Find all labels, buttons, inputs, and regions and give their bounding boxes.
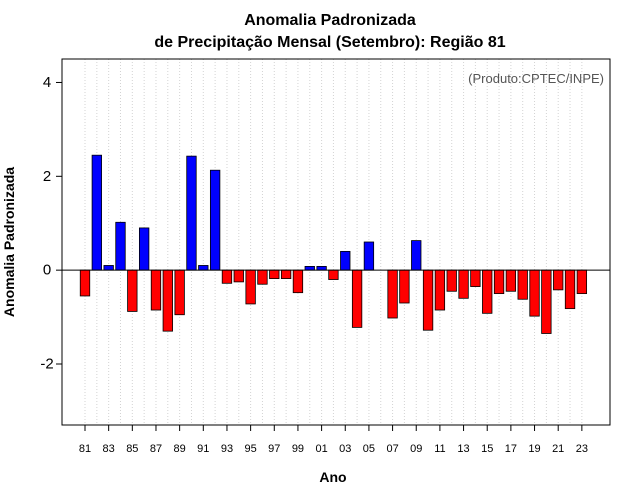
y-axis: -2 0 2 4 xyxy=(40,74,62,373)
bar-12 xyxy=(446,269,457,292)
bar-92 xyxy=(209,169,221,271)
y-tick-label: 0 xyxy=(43,262,51,279)
bars xyxy=(79,154,588,334)
x-tick-label: 97 xyxy=(268,443,280,455)
x-tick-label: 01 xyxy=(315,443,327,455)
bar-91 xyxy=(198,265,209,271)
bar-05 xyxy=(363,241,375,271)
x-tick-label: 87 xyxy=(150,443,162,455)
bar-84 xyxy=(115,221,126,271)
bar-15 xyxy=(482,269,493,314)
bar-04 xyxy=(351,269,363,328)
bar-14 xyxy=(470,269,481,287)
x-tick-label: 19 xyxy=(528,443,540,455)
bar-93 xyxy=(221,269,233,284)
x-tick-label: 17 xyxy=(505,443,517,455)
bar-22 xyxy=(564,269,576,310)
x-axis: 81 83 85 87 89 91 93 95 97 99 01 03 05 07 09 11 13 15 17 19… xyxy=(79,425,588,455)
bar-00 xyxy=(304,265,315,271)
bar-02 xyxy=(328,269,339,280)
y-tick-label: 2 xyxy=(43,168,51,185)
bar-85 xyxy=(127,269,138,312)
bar-98 xyxy=(280,269,292,279)
bar-89 xyxy=(174,269,185,316)
bar-95 xyxy=(245,269,256,305)
bar-97 xyxy=(269,269,280,279)
y-tick-label: 4 xyxy=(43,74,51,91)
bar-82 xyxy=(91,154,102,271)
x-tick-label: 91 xyxy=(197,443,209,455)
x-tick-label: 89 xyxy=(174,443,186,455)
bar-13 xyxy=(458,269,469,299)
x-tick-label: 81 xyxy=(79,443,91,455)
x-tick-label: 93 xyxy=(221,443,233,455)
bar-83 xyxy=(103,265,114,271)
bar-16 xyxy=(493,269,505,295)
bar-10 xyxy=(422,269,434,331)
x-axis-title: Ano xyxy=(319,469,346,485)
bar-03 xyxy=(340,250,351,271)
y-axis-title: Anomalia Padronizada xyxy=(1,167,17,317)
bar-08 xyxy=(399,269,410,304)
bar-88 xyxy=(162,269,173,332)
bar-99 xyxy=(292,269,304,294)
x-tick-label: 11 xyxy=(434,443,445,455)
x-tick-label: 03 xyxy=(339,443,351,455)
x-tick-label: 83 xyxy=(103,443,115,455)
x-tick-label: 23 xyxy=(576,443,588,455)
bar-96 xyxy=(257,269,268,285)
chart-title-line1: Anomalia Padronizada xyxy=(244,12,416,29)
bar-17 xyxy=(505,269,517,292)
x-tick-label: 21 xyxy=(552,443,564,455)
bar-87 xyxy=(150,269,162,311)
bar-21 xyxy=(553,269,564,291)
x-tick-label: 15 xyxy=(481,443,493,455)
bar-90 xyxy=(186,155,197,271)
x-tick-label: 05 xyxy=(363,443,375,455)
x-tick-label: 07 xyxy=(386,443,398,455)
bar-07 xyxy=(387,269,398,319)
y-tick-label: -2 xyxy=(40,356,53,373)
bar-11 xyxy=(434,269,446,311)
source-annotation: (Produto:CPTEC/INPE) xyxy=(468,71,604,86)
plot-frame xyxy=(61,58,611,426)
x-tick-label: 13 xyxy=(457,443,469,455)
bar-18 xyxy=(517,269,528,300)
bar-20 xyxy=(541,269,552,334)
grid-lines xyxy=(84,59,583,425)
x-tick-label: 99 xyxy=(292,443,304,455)
x-tick-label: 09 xyxy=(410,443,422,455)
bar-81 xyxy=(79,269,91,297)
bar-86 xyxy=(138,227,150,271)
bar-01 xyxy=(316,265,327,271)
bar-19 xyxy=(529,269,540,317)
bar-94 xyxy=(233,269,244,283)
bar-23 xyxy=(576,269,588,295)
chart-title-line2: de Precipitação Mensal (Setembro): Regiã… xyxy=(154,34,505,51)
x-tick-label: 95 xyxy=(244,443,256,455)
x-tick-label: 85 xyxy=(126,443,138,455)
bar-09 xyxy=(411,240,422,271)
